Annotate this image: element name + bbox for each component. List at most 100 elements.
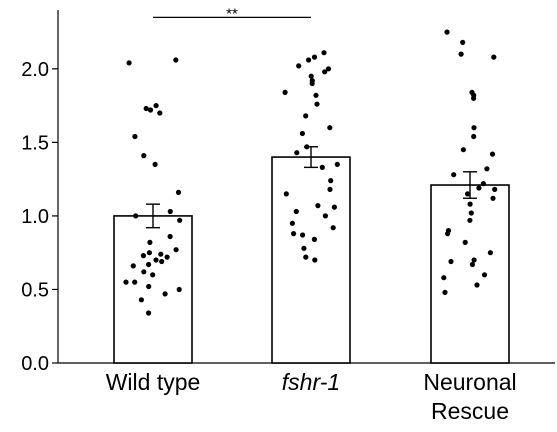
y-tick-label: 1.5 xyxy=(21,132,49,154)
data-point xyxy=(167,208,173,215)
data-point xyxy=(176,286,182,293)
data-point xyxy=(469,261,475,268)
data-point xyxy=(442,289,448,295)
data-point xyxy=(327,186,333,192)
chart-annotations: ** xyxy=(153,5,311,22)
y-tick-label: 0.5 xyxy=(21,279,49,301)
data-point xyxy=(325,66,332,72)
data-point xyxy=(301,245,307,251)
data-point xyxy=(296,63,302,69)
data-point xyxy=(140,253,146,259)
data-point xyxy=(130,263,136,269)
bar-1 xyxy=(271,156,351,364)
chart-labels: 0.0 0.5 1.0 1.5 2.0 Wild type fshr-1 Neuronal Re… xyxy=(21,59,516,424)
data-point xyxy=(146,310,152,316)
data-point xyxy=(147,239,153,245)
data-point xyxy=(322,213,328,219)
data-point xyxy=(441,275,447,281)
data-point xyxy=(294,150,300,156)
data-point xyxy=(491,54,497,60)
data-point xyxy=(146,261,152,268)
data-point xyxy=(489,151,496,157)
data-point xyxy=(445,231,451,237)
data-point xyxy=(173,247,179,253)
x-tick-label: Neuronal xyxy=(423,369,516,395)
data-point xyxy=(283,191,289,197)
data-point xyxy=(462,239,468,245)
data-point xyxy=(133,213,139,219)
data-point xyxy=(152,161,158,167)
data-point xyxy=(164,254,170,260)
chart-bars xyxy=(113,156,510,364)
data-point xyxy=(314,101,320,107)
x-tick-label: Wild type xyxy=(106,369,201,395)
data-point xyxy=(303,113,309,119)
data-point xyxy=(159,258,165,265)
data-point xyxy=(451,172,457,178)
data-point xyxy=(458,51,464,57)
data-point xyxy=(143,105,149,112)
data-point xyxy=(146,250,152,256)
data-point xyxy=(322,69,328,75)
data-point xyxy=(321,50,327,56)
data-point xyxy=(467,201,473,207)
data-point xyxy=(309,80,315,87)
x-tick-label: fshr-1 xyxy=(282,369,340,395)
data-point xyxy=(471,257,477,263)
chart-error-bars xyxy=(146,146,477,229)
data-point xyxy=(312,257,318,263)
data-point xyxy=(291,231,297,237)
significance-label: ** xyxy=(226,5,238,22)
data-point xyxy=(471,125,477,131)
data-point xyxy=(175,189,182,195)
data-point xyxy=(157,110,163,116)
data-point xyxy=(481,272,488,278)
data-point xyxy=(153,257,159,263)
data-point xyxy=(490,195,496,201)
data-point xyxy=(150,272,156,278)
data-point xyxy=(471,133,477,140)
data-point xyxy=(289,220,295,226)
data-point xyxy=(173,57,179,63)
data-point xyxy=(468,210,474,216)
data-point xyxy=(331,204,337,210)
data-point xyxy=(334,161,340,167)
data-point xyxy=(444,29,450,35)
data-point xyxy=(167,233,173,240)
data-point xyxy=(306,57,312,63)
data-point xyxy=(467,217,473,223)
data-point xyxy=(299,130,305,137)
data-point xyxy=(303,254,309,260)
data-point xyxy=(158,251,164,257)
data-point xyxy=(311,236,317,242)
data-point xyxy=(293,208,299,215)
data-point xyxy=(132,133,138,140)
data-point xyxy=(282,89,288,95)
data-point xyxy=(126,60,132,66)
data-point xyxy=(313,92,319,98)
data-point xyxy=(476,185,482,191)
data-point xyxy=(138,297,144,303)
data-point xyxy=(474,282,480,288)
data-point xyxy=(162,291,168,297)
y-tick-label: 0.0 xyxy=(21,353,49,375)
data-point xyxy=(315,203,321,209)
y-tick-label: 2.0 xyxy=(21,59,49,81)
data-point xyxy=(319,164,325,170)
data-point xyxy=(146,283,152,290)
data-point xyxy=(123,279,129,285)
data-point xyxy=(141,269,147,275)
data-point xyxy=(300,232,306,238)
data-point xyxy=(177,217,183,223)
data-point xyxy=(308,73,314,79)
data-point xyxy=(153,103,159,109)
data-point xyxy=(471,95,477,101)
data-point xyxy=(487,250,493,256)
data-point xyxy=(147,107,154,113)
chart-points xyxy=(123,29,498,316)
data-point xyxy=(311,54,318,60)
data-point xyxy=(484,166,490,172)
data-point xyxy=(460,39,466,46)
x-tick-label: Rescue xyxy=(431,398,509,424)
data-point xyxy=(465,191,471,197)
